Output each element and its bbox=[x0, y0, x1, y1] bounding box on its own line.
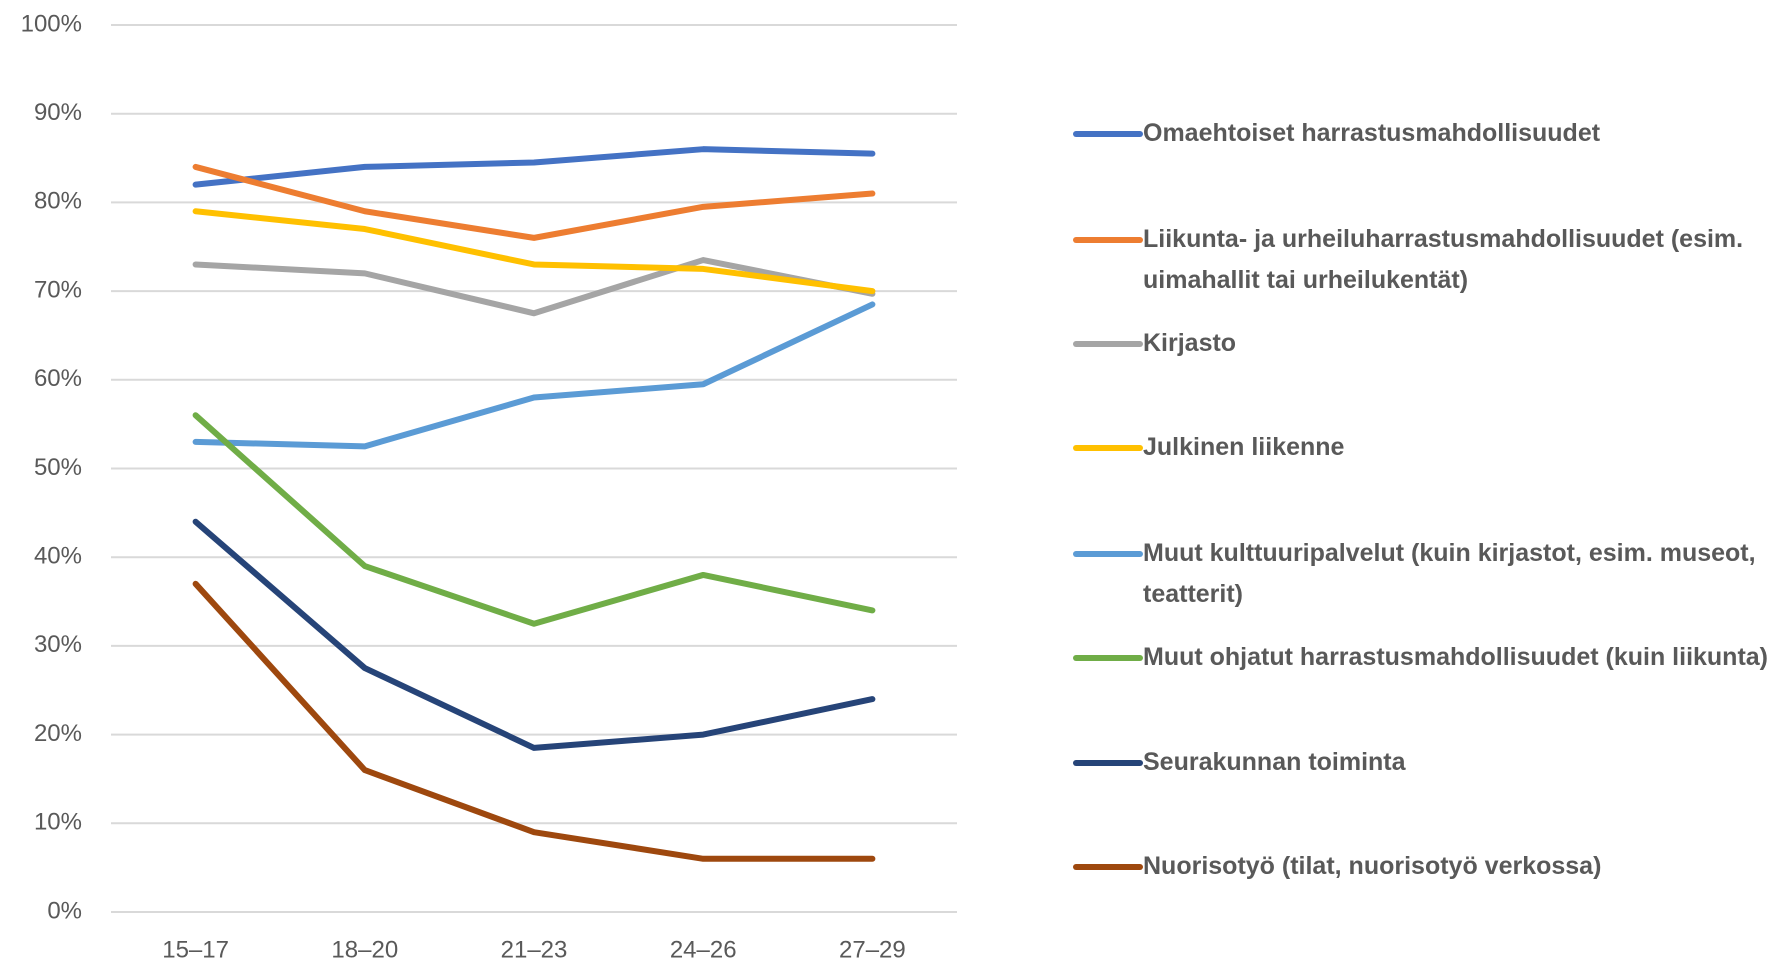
y-tick-label: 70% bbox=[34, 276, 82, 303]
y-tick-label: 30% bbox=[34, 631, 82, 658]
legend-label: Seurakunnan toiminta bbox=[1143, 748, 1406, 776]
legend-item: Nuorisotyö (tilat, nuorisotyö verkossa) bbox=[1073, 846, 1788, 887]
x-tick-label: 21–23 bbox=[501, 936, 568, 963]
legend-swatch bbox=[1073, 655, 1143, 661]
y-tick-label: 0% bbox=[47, 897, 82, 924]
legend-swatch bbox=[1073, 864, 1143, 870]
legend-label: Omaehtoiset harrastusmahdollisuudet bbox=[1143, 119, 1601, 147]
y-tick-label: 40% bbox=[34, 543, 82, 570]
series-line bbox=[192, 208, 876, 295]
x-tick-label: 15–17 bbox=[162, 936, 229, 963]
y-tick-label: 10% bbox=[34, 809, 82, 836]
legend-label: Julkinen liikenne bbox=[1143, 433, 1345, 461]
legend-label: Kirjasto bbox=[1143, 329, 1237, 357]
y-tick-label: 100% bbox=[21, 10, 82, 37]
legend-item: Kirjasto bbox=[1073, 323, 1788, 364]
series-line bbox=[192, 257, 876, 317]
series-line bbox=[192, 146, 876, 188]
y-tick-label: 60% bbox=[34, 365, 82, 392]
legend-swatch bbox=[1073, 551, 1143, 557]
legend-item: Julkinen liikenne bbox=[1073, 427, 1788, 468]
legend-swatch bbox=[1073, 760, 1143, 766]
legend-label: Muut kulttuuripalvelut (kuin kirjastot, … bbox=[1143, 539, 1756, 608]
y-tick-label: 20% bbox=[34, 720, 82, 747]
x-tick-label: 27–29 bbox=[839, 936, 906, 963]
legend-item: Omaehtoiset harrastusmahdollisuudet bbox=[1073, 113, 1788, 154]
legend-item: Muut kulttuuripalvelut (kuin kirjastot, … bbox=[1073, 533, 1788, 615]
x-tick-label: 18–20 bbox=[331, 936, 398, 963]
x-tick-label: 24–26 bbox=[670, 936, 737, 963]
legend-swatch bbox=[1073, 237, 1143, 243]
series-line bbox=[192, 163, 876, 241]
legend-label: Liikunta- ja urheiluharrastusmahdollisuu… bbox=[1143, 225, 1744, 294]
y-tick-label: 90% bbox=[34, 99, 82, 126]
legend-swatch bbox=[1073, 341, 1143, 347]
legend-item: Seurakunnan toiminta bbox=[1073, 742, 1788, 783]
series-line bbox=[192, 580, 876, 862]
legend-item: Muut ohjatut harrastusmahdollisuudet (ku… bbox=[1073, 637, 1788, 678]
legend-label: Nuorisotyö (tilat, nuorisotyö verkossa) bbox=[1143, 852, 1602, 880]
y-tick-label: 50% bbox=[34, 454, 82, 481]
legend-swatch bbox=[1073, 131, 1143, 137]
series-line bbox=[192, 518, 876, 751]
legend-label: Muut ohjatut harrastusmahdollisuudet (ku… bbox=[1143, 643, 1769, 671]
legend-swatch bbox=[1073, 445, 1143, 451]
series-line bbox=[192, 412, 876, 627]
series-line bbox=[192, 301, 876, 450]
legend-item: Liikunta- ja urheiluharrastusmahdollisuu… bbox=[1073, 219, 1788, 301]
y-tick-label: 80% bbox=[34, 188, 82, 215]
